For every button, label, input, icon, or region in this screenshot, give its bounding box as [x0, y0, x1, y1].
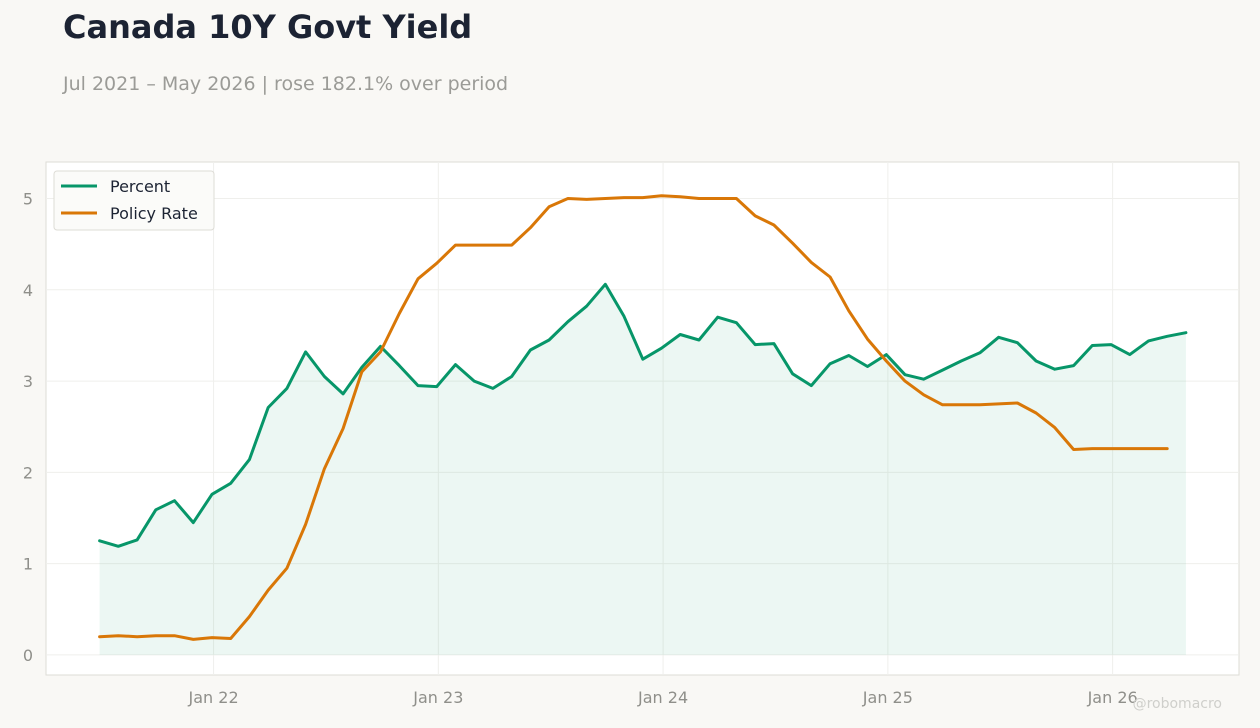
y-tick-label: 2 — [23, 463, 33, 482]
x-tick-label: Jan 24 — [637, 688, 688, 707]
legend-label: Policy Rate — [110, 204, 198, 223]
x-tick-label: Jan 26 — [1087, 688, 1138, 707]
x-tick-label: Jan 22 — [188, 688, 239, 707]
area-fill-0 — [99, 284, 1186, 655]
x-tick-label: Jan 25 — [862, 688, 913, 707]
y-tick-label: 3 — [23, 372, 33, 391]
series-line-0 — [98, 282, 1188, 548]
legend-label: Percent — [110, 177, 170, 196]
series-line-1 — [98, 194, 1169, 641]
x-tick-label: Jan 23 — [412, 688, 463, 707]
chart-subtitle: Jul 2021 – May 2026 | rose 182.1% over p… — [63, 73, 509, 95]
chart-title: Canada 10Y Govt Yield — [63, 8, 473, 46]
y-tick-label: 0 — [23, 646, 33, 665]
y-tick-label: 1 — [23, 555, 33, 574]
y-tick-label: 5 — [23, 190, 33, 209]
y-tick-label: 4 — [23, 281, 33, 300]
plot-area — [45, 161, 1240, 676]
watermark: @robomacro — [1132, 696, 1222, 712]
legend: Percent Policy Rate — [53, 170, 215, 231]
